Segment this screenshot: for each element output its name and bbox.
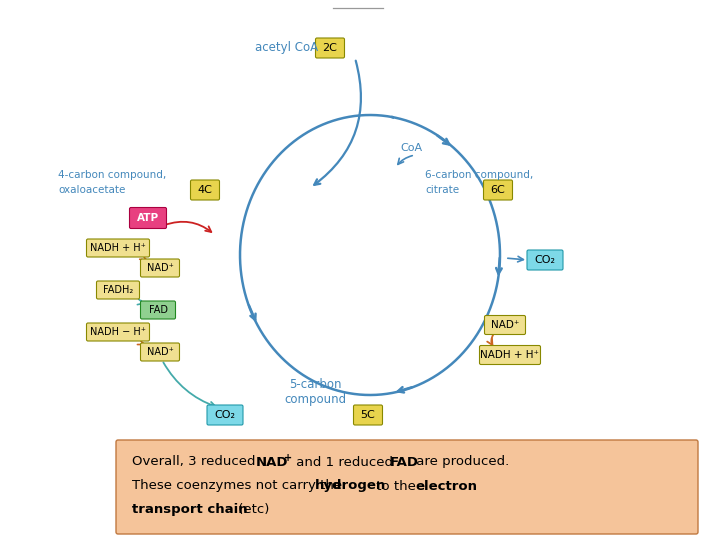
- Text: NADH + H⁺: NADH + H⁺: [480, 350, 539, 360]
- FancyBboxPatch shape: [315, 38, 344, 58]
- FancyBboxPatch shape: [130, 207, 166, 228]
- Text: compound: compound: [284, 394, 346, 407]
- Text: 4-carbon compound,: 4-carbon compound,: [58, 170, 166, 180]
- Text: 6-carbon compound,: 6-carbon compound,: [425, 170, 534, 180]
- FancyBboxPatch shape: [527, 250, 563, 270]
- Text: and 1 reduced: and 1 reduced: [292, 456, 397, 469]
- Text: to the: to the: [372, 480, 420, 492]
- Text: (etc): (etc): [234, 503, 269, 516]
- Text: transport chain: transport chain: [132, 503, 248, 516]
- Text: NADH − H⁺: NADH − H⁺: [90, 327, 146, 337]
- Text: 5C: 5C: [361, 410, 375, 420]
- Text: 4C: 4C: [197, 185, 212, 195]
- Text: hydrogen: hydrogen: [315, 480, 386, 492]
- Text: NAD⁺: NAD⁺: [147, 263, 174, 273]
- Text: are produced.: are produced.: [412, 456, 509, 469]
- FancyBboxPatch shape: [86, 323, 150, 341]
- FancyBboxPatch shape: [140, 301, 176, 319]
- Text: electron: electron: [415, 480, 477, 492]
- Text: acetyl CoA: acetyl CoA: [255, 42, 318, 55]
- Text: FAD: FAD: [148, 305, 168, 315]
- Text: CO₂: CO₂: [215, 410, 235, 420]
- FancyBboxPatch shape: [207, 405, 243, 425]
- Text: ATP: ATP: [137, 213, 159, 223]
- Text: citrate: citrate: [425, 185, 459, 195]
- Text: 6C: 6C: [490, 185, 505, 195]
- Text: FAD: FAD: [390, 456, 419, 469]
- FancyBboxPatch shape: [191, 180, 220, 200]
- Text: 2C: 2C: [323, 43, 338, 53]
- Text: 5-carbon: 5-carbon: [289, 379, 341, 392]
- FancyBboxPatch shape: [140, 343, 179, 361]
- Text: NAD: NAD: [256, 456, 289, 469]
- Text: NAD⁺: NAD⁺: [491, 320, 519, 330]
- Text: CoA: CoA: [400, 143, 422, 153]
- Text: NAD⁺: NAD⁺: [147, 347, 174, 357]
- Text: These coenzymes not carry the: These coenzymes not carry the: [132, 480, 346, 492]
- Text: NADH + H⁺: NADH + H⁺: [90, 243, 146, 253]
- FancyBboxPatch shape: [484, 180, 513, 200]
- FancyBboxPatch shape: [86, 239, 150, 257]
- Text: FADH₂: FADH₂: [103, 285, 133, 295]
- FancyBboxPatch shape: [354, 405, 382, 425]
- Text: +: +: [284, 453, 292, 463]
- FancyBboxPatch shape: [480, 346, 541, 365]
- FancyBboxPatch shape: [96, 281, 140, 299]
- Text: oxaloacetate: oxaloacetate: [58, 185, 125, 195]
- Text: CO₂: CO₂: [534, 255, 556, 265]
- FancyBboxPatch shape: [485, 315, 526, 334]
- Text: Overall, 3 reduced: Overall, 3 reduced: [132, 456, 260, 469]
- FancyBboxPatch shape: [116, 440, 698, 534]
- FancyBboxPatch shape: [140, 259, 179, 277]
